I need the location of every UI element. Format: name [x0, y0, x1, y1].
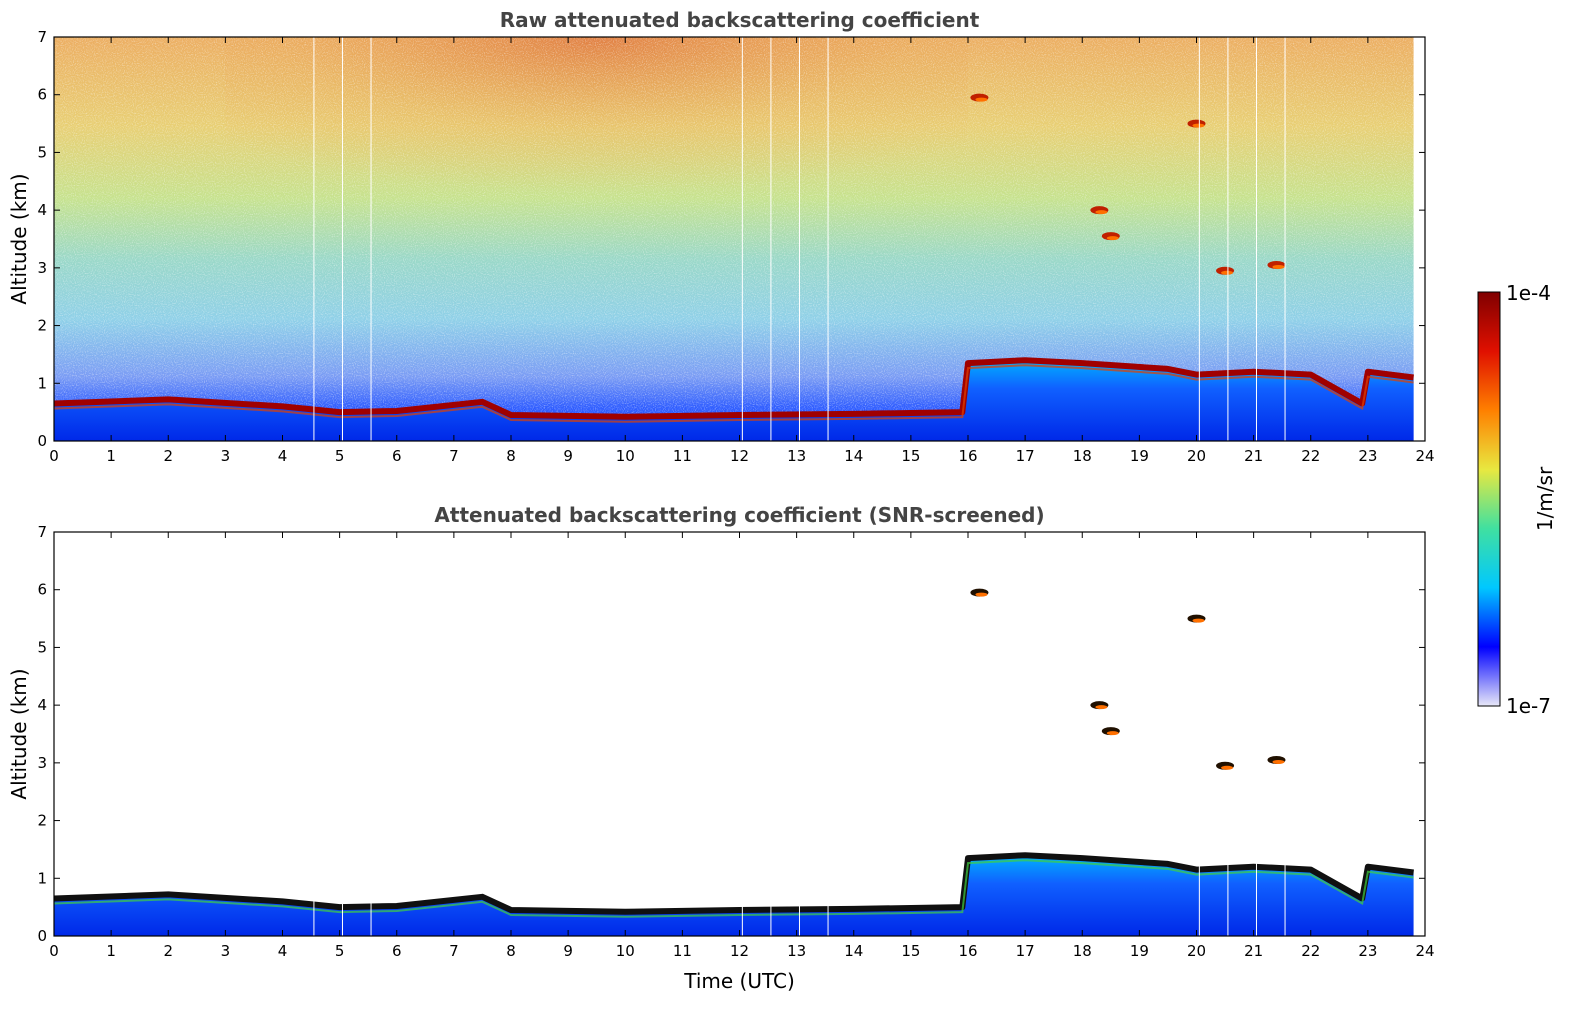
x-tick-label: 19: [1130, 942, 1149, 960]
x-tick-label: 2: [163, 447, 173, 465]
cloud-feature-edge: [1095, 210, 1108, 215]
y-tick-label: 1: [37, 374, 47, 392]
y-tick-label: 1: [37, 869, 47, 887]
x-tick-label: 21: [1244, 447, 1263, 465]
y-axis-label: Altitude (km): [7, 173, 31, 304]
x-tick-label: 3: [221, 942, 231, 960]
cloud-feature-edge: [1221, 765, 1234, 770]
boundary-layer-gradient-edge: [54, 859, 1414, 918]
cloud-feature-edge: [1192, 123, 1205, 128]
screened-backscatter-panel: Attenuated backscattering coefficient (S…: [7, 503, 1435, 993]
colorbar-unit-label: 1/m/sr: [1533, 466, 1557, 531]
x-tick-label: 15: [901, 942, 920, 960]
y-tick-label: 4: [37, 201, 47, 219]
x-tick-label: 22: [1301, 447, 1320, 465]
x-tick-label: 18: [1073, 447, 1092, 465]
x-tick-label: 12: [730, 942, 749, 960]
x-tick-label: 22: [1301, 942, 1320, 960]
cloud-feature-edge: [1192, 618, 1205, 623]
cloud-feature-edge: [1272, 264, 1285, 269]
x-tick-label: 20: [1187, 942, 1206, 960]
x-tick-label: 4: [278, 447, 288, 465]
x-tick-label: 19: [1130, 447, 1149, 465]
x-tick-label: 4: [278, 942, 288, 960]
x-tick-label: 18: [1073, 942, 1092, 960]
cloud-feature-edge: [1106, 731, 1119, 736]
x-tick-label: 8: [506, 447, 516, 465]
x-tick-label: 10: [616, 942, 635, 960]
x-tick-label: 11: [673, 447, 692, 465]
y-tick-label: 4: [37, 696, 47, 714]
heatmap-area: [54, 37, 1425, 441]
x-tick-label: 6: [392, 447, 402, 465]
x-tick-label: 0: [49, 447, 59, 465]
x-tick-label: 14: [844, 942, 863, 960]
colorbar-min-label: 1e-7: [1506, 694, 1551, 718]
boundary-layer-region: [54, 360, 1414, 441]
x-tick-label: 16: [958, 447, 977, 465]
x-tick-label: 23: [1358, 447, 1377, 465]
x-tick-label: 5: [335, 447, 345, 465]
x-tick-label: 1: [106, 447, 116, 465]
raw-backscatter-panel: Raw attenuated backscattering coefficien…: [7, 8, 1435, 465]
x-tick-label: 9: [563, 447, 573, 465]
x-tick-label: 21: [1244, 942, 1263, 960]
y-tick-label: 5: [37, 638, 47, 656]
y-tick-label: 5: [37, 143, 47, 161]
x-tick-label: 8: [506, 942, 516, 960]
x-tick-label: 0: [49, 942, 59, 960]
y-tick-label: 6: [37, 86, 47, 104]
boundary-layer-region: [54, 855, 1414, 936]
colorbar-scale: [1477, 291, 1501, 707]
y-tick-label: 3: [37, 754, 47, 772]
y-tick-label: 3: [37, 259, 47, 277]
cloud-feature-edge: [975, 97, 988, 102]
y-tick-label: 7: [37, 523, 47, 541]
y-tick-label: 0: [37, 432, 47, 450]
y-tick-label: 2: [37, 812, 47, 830]
x-tick-label: 13: [787, 447, 806, 465]
x-axis-label: Time (UTC): [683, 969, 795, 993]
y-tick-label: 6: [37, 581, 47, 599]
x-tick-label: 24: [1415, 942, 1434, 960]
cloud-feature-edge: [1106, 236, 1119, 241]
x-tick-label: 13: [787, 942, 806, 960]
x-tick-label: 17: [1016, 942, 1035, 960]
cloud-feature-edge: [975, 592, 988, 597]
x-tick-label: 16: [958, 942, 977, 960]
heatmap-area: [54, 532, 1425, 936]
x-tick-label: 12: [730, 447, 749, 465]
chart-title: Raw attenuated backscattering coefficien…: [500, 8, 980, 32]
chart-title: Attenuated backscattering coefficient (S…: [434, 503, 1044, 527]
x-tick-label: 3: [221, 447, 231, 465]
x-tick-label: 7: [449, 942, 459, 960]
y-axis-label: Altitude (km): [7, 668, 31, 799]
colorbar: 1e-4 1e-7 1/m/sr: [1477, 281, 1557, 718]
x-tick-label: 2: [163, 942, 173, 960]
x-tick-label: 20: [1187, 447, 1206, 465]
y-tick-label: 7: [37, 28, 47, 46]
x-tick-label: 14: [844, 447, 863, 465]
y-tick-label: 2: [37, 317, 47, 335]
x-tick-label: 1: [106, 942, 116, 960]
x-tick-label: 7: [449, 447, 459, 465]
cloud-feature-edge: [1095, 705, 1108, 710]
x-tick-label: 6: [392, 942, 402, 960]
x-tick-label: 17: [1016, 447, 1035, 465]
y-tick-label: 0: [37, 927, 47, 945]
boundary-layer-gradient-edge: [54, 364, 1414, 423]
x-tick-label: 11: [673, 942, 692, 960]
x-tick-label: 10: [616, 447, 635, 465]
x-tick-label: 24: [1415, 447, 1434, 465]
cloud-feature-edge: [1221, 270, 1234, 275]
x-tick-label: 9: [563, 942, 573, 960]
colorbar-max-label: 1e-4: [1506, 281, 1551, 305]
x-tick-label: 5: [335, 942, 345, 960]
cloud-feature-edge: [1272, 759, 1285, 764]
x-tick-label: 15: [901, 447, 920, 465]
x-tick-label: 23: [1358, 942, 1377, 960]
